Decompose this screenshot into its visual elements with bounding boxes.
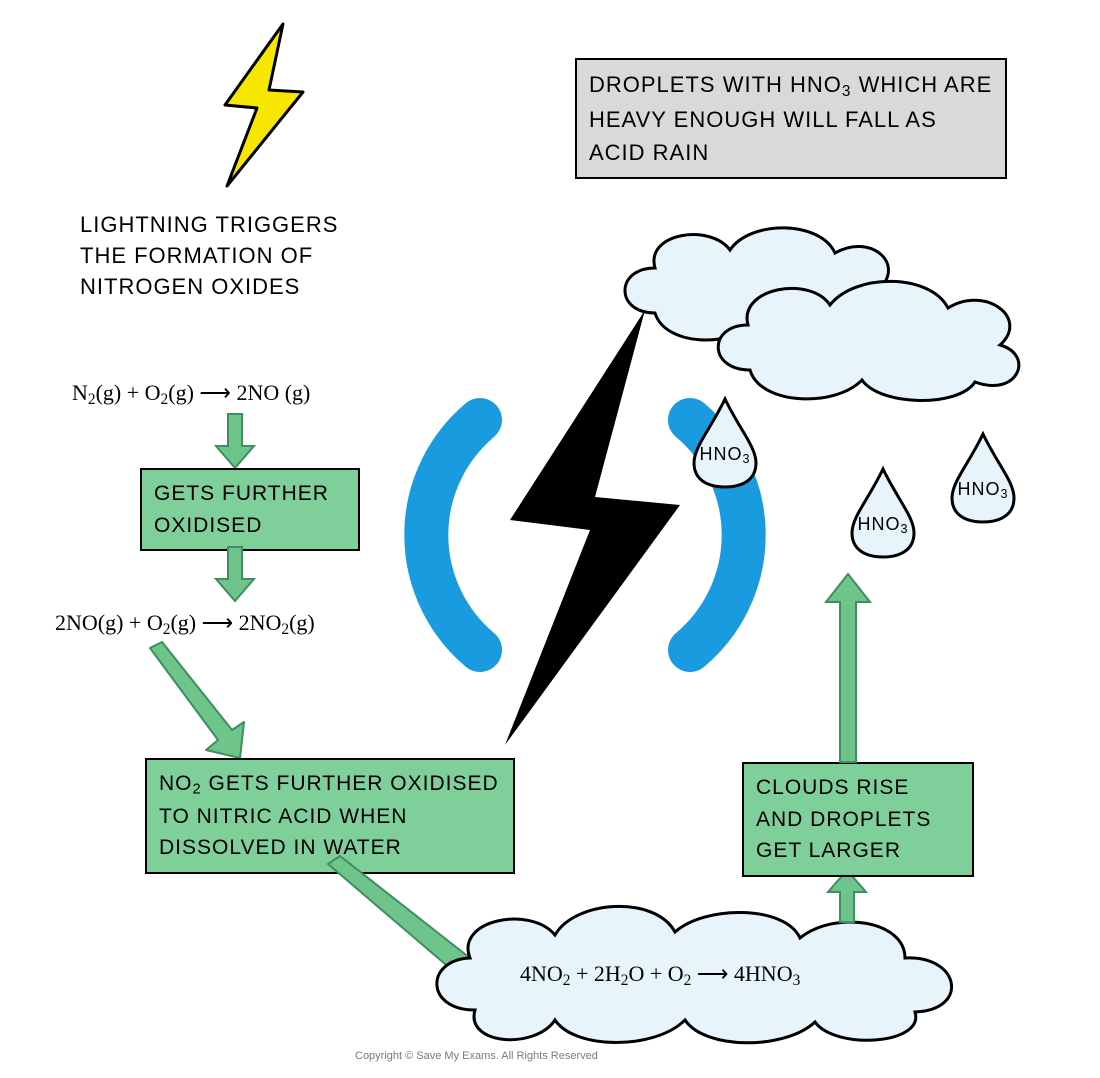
copyright-text: Copyright © Save My Exams. All Rights Re… — [355, 1050, 598, 1062]
droplet-label: HNO3 — [690, 444, 760, 466]
equation-3: 4NO2 + 2H2O + O2 ⟶ 4HNO3 — [520, 961, 800, 990]
caption-text: LIGHTNING TRIGGERS THE FORMATION OF NITR… — [80, 212, 338, 299]
arrow-up-2 — [818, 568, 878, 768]
arrow-down-2 — [210, 545, 260, 605]
lightning-caption: LIGHTNING TRIGGERS THE FORMATION OF NITR… — [80, 210, 390, 302]
diagram-canvas: LIGHTNING TRIGGERS THE FORMATION OF NITR… — [0, 0, 1100, 1078]
cloud-top-front-icon — [700, 270, 1040, 410]
equation-2: 2NO(g) + O2(g) ⟶ 2NO2(g) — [55, 610, 315, 639]
lightning-icon — [205, 20, 325, 190]
droplet-2: HNO3 — [848, 465, 918, 560]
arrow-down-1 — [210, 412, 260, 472]
arrow-diag-1 — [140, 640, 280, 770]
box-acid-rain: DROPLETS WITH HNO3 WHICH ARE HEAVY ENOUG… — [575, 58, 1007, 179]
box-clouds-rise: CLOUDS RISE AND DROPLETS GET LARGER — [742, 762, 974, 877]
equation-1: N2(g) + O2(g) ⟶ 2NO (g) — [72, 380, 310, 409]
droplet-1: HNO3 — [690, 395, 760, 490]
droplet-3: HNO3 — [948, 430, 1018, 525]
droplet-label: HNO3 — [948, 479, 1018, 501]
droplet-label: HNO3 — [848, 514, 918, 536]
box-oxidised-1: GETS FURTHER OXIDISED — [140, 468, 360, 551]
